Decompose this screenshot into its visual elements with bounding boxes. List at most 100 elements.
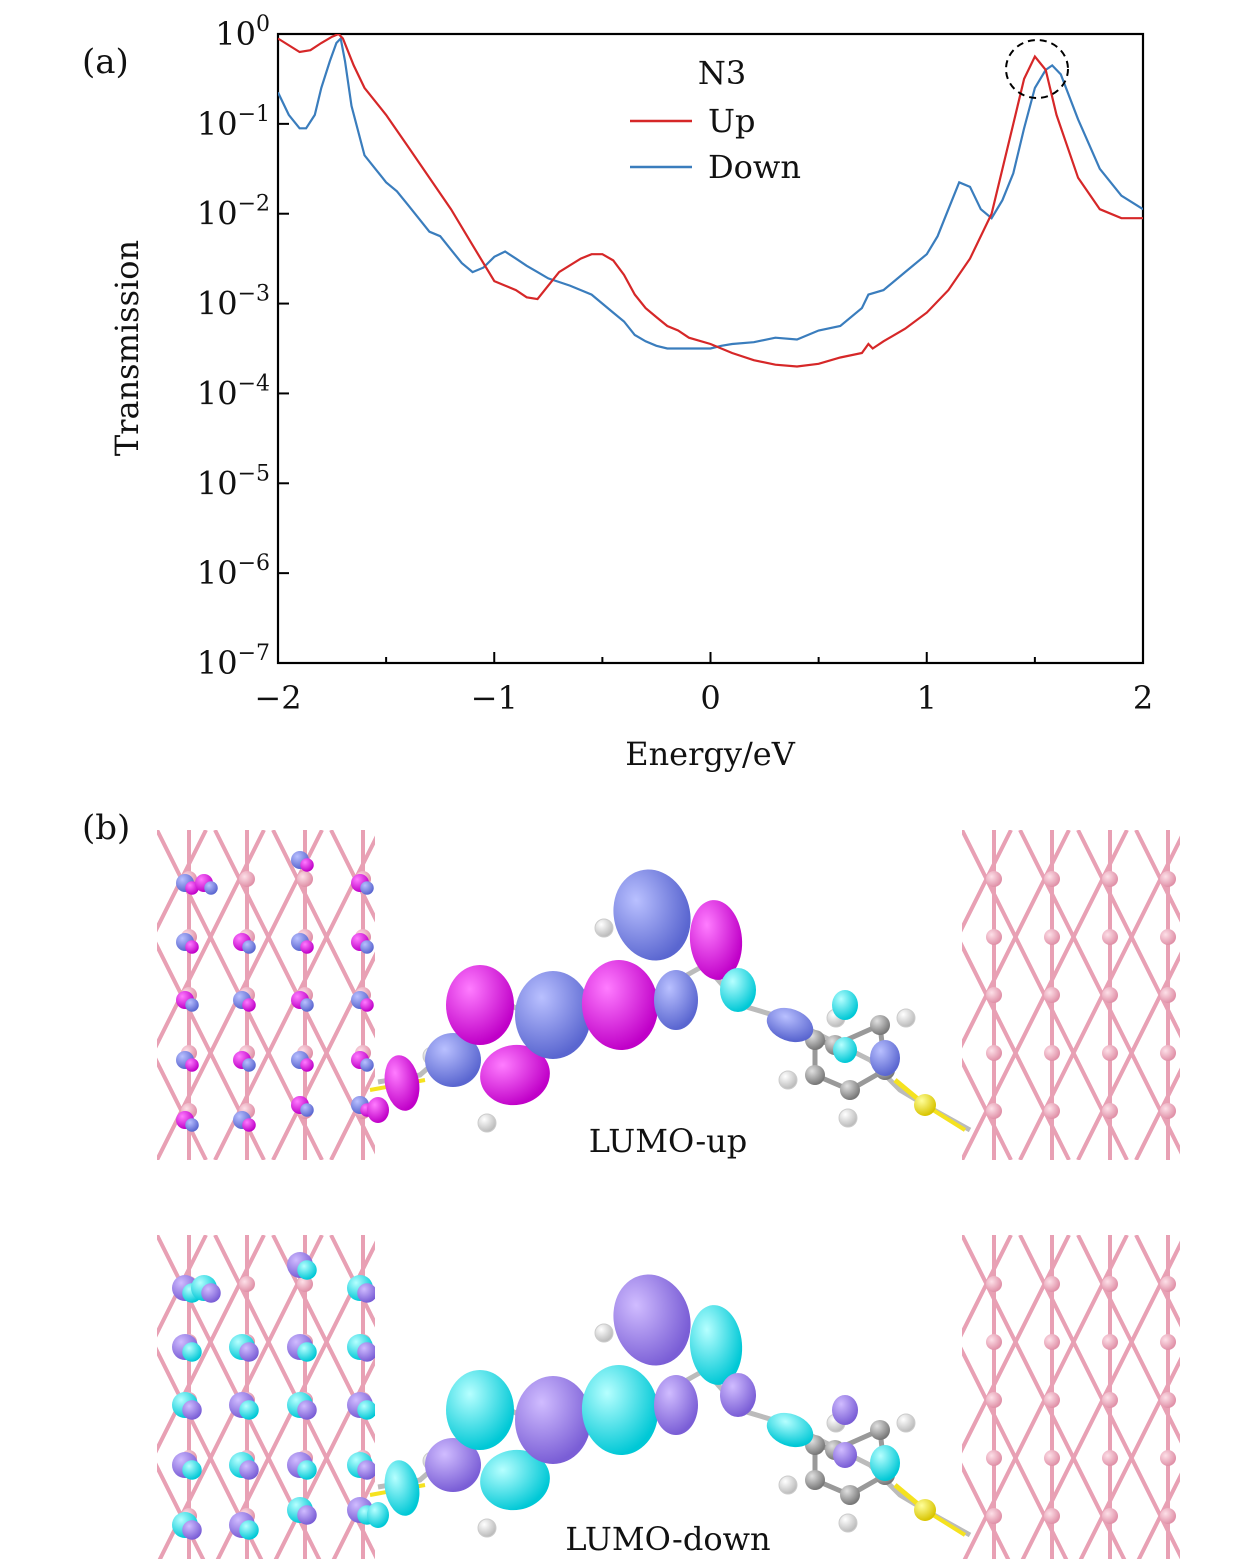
hydrogen-atom [594,1323,614,1343]
carbon-atom [870,1015,890,1035]
y-tick-label: 10−1 [197,102,270,143]
y-tick-label: 10−5 [197,461,270,502]
electrode-orbital [300,858,314,872]
orbital-lobe [766,1007,814,1043]
electrode-orbital [357,1342,375,1362]
y-axis-ticks: 100 10−1 10−2 10−3 10−4 10−5 10−6 10−7 [197,12,289,682]
x-tick-label: 1 [917,679,937,717]
y-tick-label: 10−7 [197,641,270,682]
series-line-up [278,34,1143,368]
orbital-lobe [654,970,698,1030]
caption-lumo-up: LUMO-up [589,1122,748,1160]
caption-lumo-down: LUMO-down [565,1520,770,1558]
orbital-lobe [870,1040,900,1076]
orbital-lobe [689,900,743,980]
orbital-lobe [689,1305,743,1385]
electrode-orbital [360,881,374,895]
peak-highlight-circle [1005,39,1069,99]
hydrogen-atom [477,1518,497,1538]
y-tick-label: 100 [215,12,270,53]
orbital-lobe [425,1438,481,1492]
hydrogen-atom [896,1413,916,1433]
left-electrode [157,830,375,1160]
electrode-orbital [357,1283,375,1303]
orbital-lobe [581,1365,659,1455]
orbital-lobe [766,1412,814,1448]
sulfur-atom [914,1499,936,1521]
transmission-chart: −2 −1 0 1 2 10010−110−210−310−410−510−610−7 … [108,12,1153,773]
electrode-orbital [297,1400,317,1420]
electrode-orbital [242,940,256,954]
electrode-orbital [297,1505,317,1525]
hydrogen-atom [778,1475,798,1495]
electrode-orbital [360,940,374,954]
orbital-lobe [515,971,591,1059]
hydrogen-atom [896,1008,916,1028]
orbital-lobe [480,1449,550,1511]
electrode-orbital [357,1460,375,1480]
electrode-orbital [297,1460,317,1480]
electrode-orbital [201,1283,221,1303]
electrode-orbital [182,1400,202,1420]
orbital-lobe [367,1502,389,1528]
hydrogen-atom [778,1070,798,1090]
electrode-orbital [239,1520,259,1540]
electrode-orbital [185,940,199,954]
x-axis-ticks: −2 −1 0 1 2 [254,652,1153,717]
orbital-lobe [581,960,659,1050]
panel-b-label: (b) [82,808,131,848]
orbital-lobe [833,1037,857,1063]
electrode-orbital [242,1118,256,1132]
electrode-orbital [297,1342,317,1362]
orbital-lobe [367,1097,389,1123]
left-electrode [157,1235,375,1559]
lumo-up-structure [157,830,1180,1160]
x-tick-label: −2 [254,679,301,717]
orbital-lobe [425,1033,481,1087]
carbon-atom [870,1420,890,1440]
lumo-down-structure [157,1235,1180,1559]
orbital-lobe [870,1445,900,1481]
orbital-lobe [515,1376,591,1464]
orbital-lobe [613,1274,691,1366]
orbital-lobe [384,1460,420,1516]
orbital-lobe [613,869,691,961]
y-tick-label: 10−4 [197,371,270,412]
electrode-orbital [297,1260,317,1280]
electrode-orbital [300,998,314,1012]
electrode-orbital [185,1058,199,1072]
electrode-orbital [300,1058,314,1072]
sulfur-atom [914,1094,936,1116]
orbital-lobe [833,1442,857,1468]
y-tick-label: 10−3 [197,282,270,323]
y-axis-label: Transmission [108,240,146,456]
orbital-lobe [832,1395,858,1425]
y-tick-label: 10−2 [197,192,270,233]
legend-up-label: Up [708,102,755,140]
carbon-atom [805,1065,825,1085]
carbon-atom [840,1080,860,1100]
carbon-atom [805,1470,825,1490]
electrode-orbital [357,1400,375,1420]
molecular-orbital-figure: LUMO-up LUMO-down [157,830,1180,1559]
electrode-orbital [360,1058,374,1072]
electrode-orbital [182,1460,202,1480]
orbital-lobe [446,965,514,1045]
right-electrode [962,1235,1180,1559]
orbital-lobe [720,1373,756,1417]
electrode-orbital [204,881,218,895]
orbital-lobe [720,968,756,1012]
electrode-orbital [239,1460,259,1480]
carbon-atom [840,1485,860,1505]
orbital-lobe [832,990,858,1020]
orbital-lobe [480,1044,550,1106]
y-tick-label: 10−6 [197,551,270,592]
hydrogen-atom [594,918,614,938]
orbital-lobe [446,1370,514,1450]
x-tick-label: −1 [471,679,518,717]
electrode-orbital [239,1342,259,1362]
electrode-orbital [242,998,256,1012]
legend-title: N3 [698,54,746,92]
series-line-down [278,36,1143,350]
hydrogen-atom [838,1108,858,1128]
